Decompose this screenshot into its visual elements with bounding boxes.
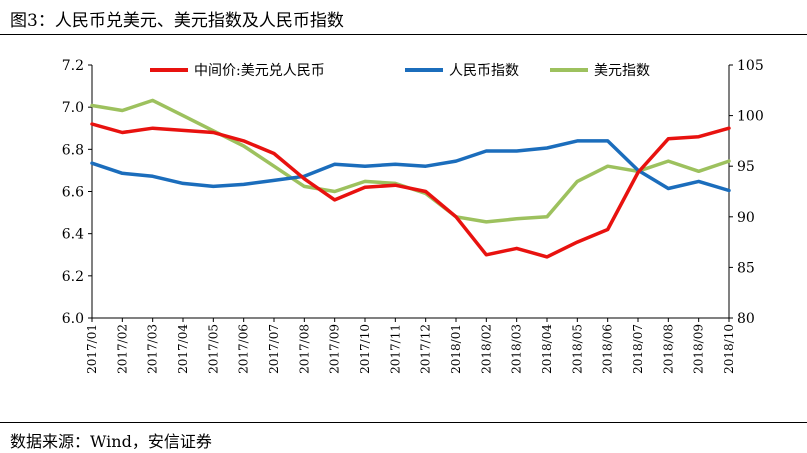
right-axis-tick-label: 100: [737, 109, 764, 125]
left-axis-tick-label: 6.4: [62, 227, 84, 243]
left-axis-tick-label: 7.2: [62, 58, 84, 74]
x-axis-tick-label: 2017/07: [267, 324, 281, 374]
legend-label: 人民币指数: [449, 63, 519, 79]
right-axis-tick-label: 90: [737, 210, 755, 226]
x-axis-tick-label: 2018/10: [722, 324, 736, 374]
x-axis-tick-label: 2018/02: [479, 324, 493, 374]
x-axis-tick-label: 2018/03: [510, 324, 524, 374]
left-axis-tick-label: 7.0: [62, 100, 84, 116]
right-axis-tick-label: 105: [737, 58, 764, 74]
x-axis-tick-label: 2017/01: [85, 324, 99, 374]
bottom-rule: [0, 422, 807, 423]
x-axis-tick-label: 2017/09: [328, 324, 342, 374]
x-axis-tick-label: 2018/08: [661, 324, 675, 374]
chart: 6.0 6.2 6.4 6.6 6.8 7.0 7.2 80 85 90 95 100 105 2017/…: [62, 58, 764, 374]
x-axis-tick-label: 2017/04: [176, 324, 190, 374]
left-axis-tick-label: 6.0: [62, 311, 84, 327]
right-axis-tick-label: 95: [737, 159, 755, 175]
left-axis-tick-label: 6.6: [62, 185, 84, 201]
x-axis-tick-label: 2017/12: [419, 324, 433, 374]
x-axis-tick-label: 2018/07: [631, 324, 645, 374]
series-line: [90, 139, 731, 193]
left-axis-tick-label: 6.2: [62, 269, 84, 285]
x-axis-tick-label: 2018/09: [692, 324, 706, 374]
x-axis-tick-label: 2017/08: [297, 324, 311, 374]
x-axis-tick-label: 2018/01: [449, 324, 463, 374]
page-title: 图3：人民币兑美元、美元指数及人民币指数: [10, 11, 344, 31]
x-axis-tick-label: 2018/05: [570, 324, 584, 374]
right-axis-tick-label: 85: [737, 260, 755, 276]
x-axis-tick-label: 2017/06: [237, 324, 251, 374]
x-axis-tick-label: 2017/02: [115, 324, 129, 374]
series-line: [90, 98, 731, 224]
legend-label: 中间价:美元兑人民币: [194, 63, 325, 79]
top-rule: [0, 34, 807, 35]
x-axis-tick-label: 2017/05: [206, 324, 220, 374]
x-axis-tick-label: 2017/03: [146, 324, 160, 374]
left-axis-tick-label: 6.8: [62, 142, 84, 158]
x-axis-tick-label: 2017/10: [358, 324, 372, 374]
series-line: [90, 122, 731, 259]
x-axis-tick-label: 2018/04: [540, 324, 554, 374]
legend-label: 美元指数: [594, 63, 650, 79]
right-axis-tick-label: 80: [737, 311, 755, 327]
source-note: 数据来源：Wind，安信证券: [10, 432, 212, 451]
x-axis-tick-label: 2018/06: [601, 324, 615, 374]
x-axis-tick-label: 2017/11: [388, 324, 402, 374]
